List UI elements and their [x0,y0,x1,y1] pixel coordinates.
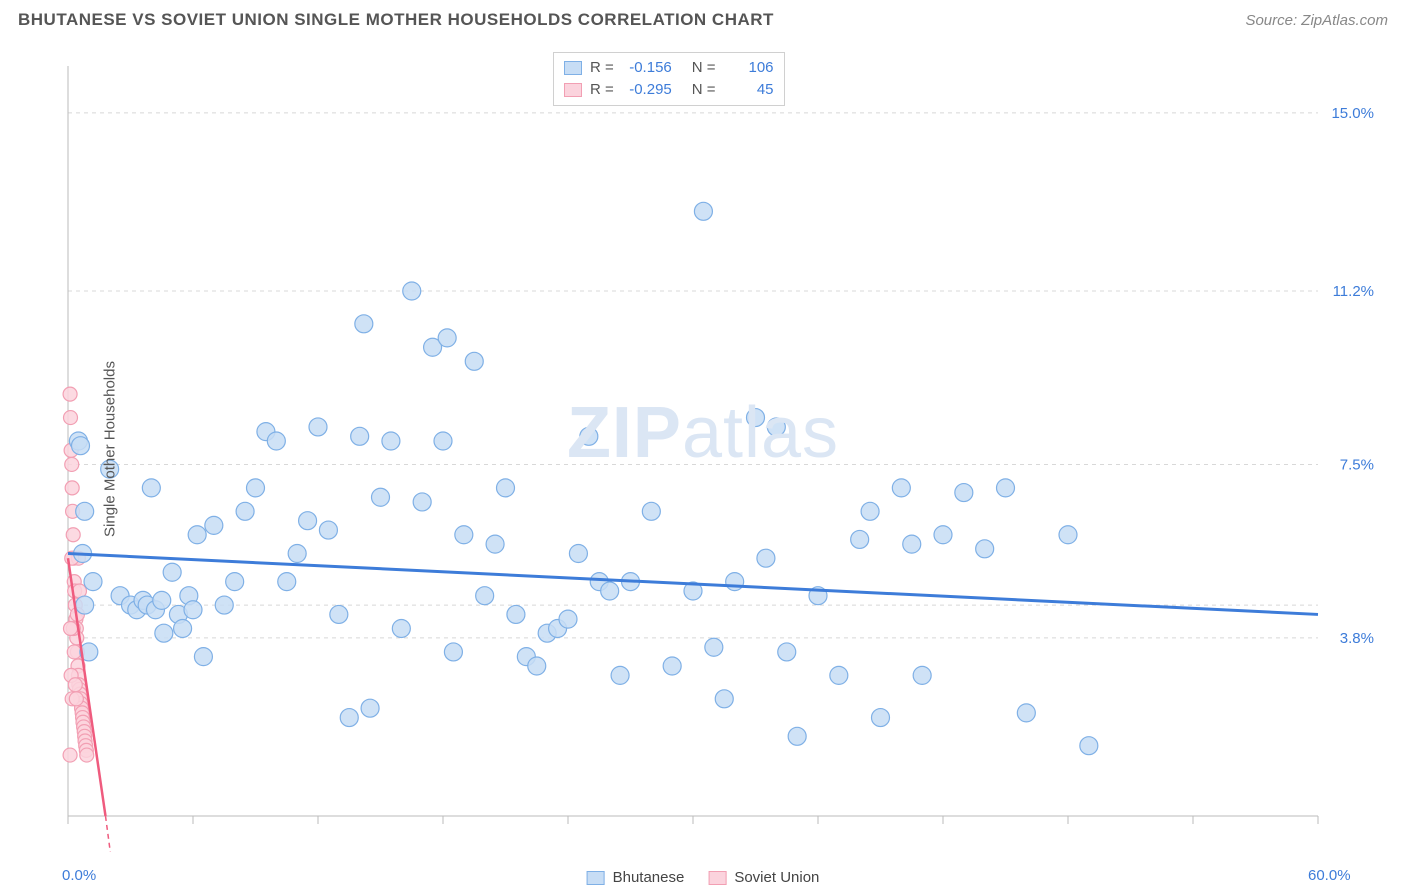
swatch-soviet [708,871,726,885]
svg-text:11.2%: 11.2% [1333,283,1374,300]
source-attribution: Source: ZipAtlas.com [1245,12,1388,29]
correlation-legend-box: R = -0.156 N = 106 R = -0.295 N = 45 [553,52,785,106]
legend-label-soviet: Soviet Union [734,869,819,886]
n-label: N = [692,79,716,101]
svg-text:7.5%: 7.5% [1340,456,1374,473]
x-axis-end-label: 60.0% [1308,867,1351,884]
swatch-soviet [564,83,582,97]
svg-text:3.8%: 3.8% [1340,630,1374,647]
swatch-bhutanese [587,871,605,885]
correlation-row-bhutanese: R = -0.156 N = 106 [564,57,774,79]
svg-text:15.0%: 15.0% [1331,105,1374,122]
scatter-chart: 3.8% 7.5% 11.2% 15.0% [18,46,1388,852]
r-label: R = [590,79,614,101]
series-legend: Bhutanese Soviet Union [587,869,820,886]
n-label: N = [692,57,716,79]
y-axis-label: Single Mother Households [101,361,118,537]
r-value-bhutanese: -0.156 [622,57,672,79]
x-axis-start-label: 0.0% [62,867,96,884]
chart-title: BHUTANESE VS SOVIET UNION SINGLE MOTHER … [18,10,774,30]
legend-item-bhutanese: Bhutanese [587,869,685,886]
swatch-bhutanese [564,61,582,75]
r-value-soviet: -0.295 [622,79,672,101]
legend-item-soviet: Soviet Union [708,869,819,886]
n-value-bhutanese: 106 [724,57,774,79]
chart-container: Single Mother Households 3.8% 7.5% 11.2% 15… [18,46,1388,852]
n-value-soviet: 45 [724,79,774,101]
r-label: R = [590,57,614,79]
correlation-row-soviet: R = -0.295 N = 45 [564,79,774,101]
legend-label-bhutanese: Bhutanese [613,869,685,886]
